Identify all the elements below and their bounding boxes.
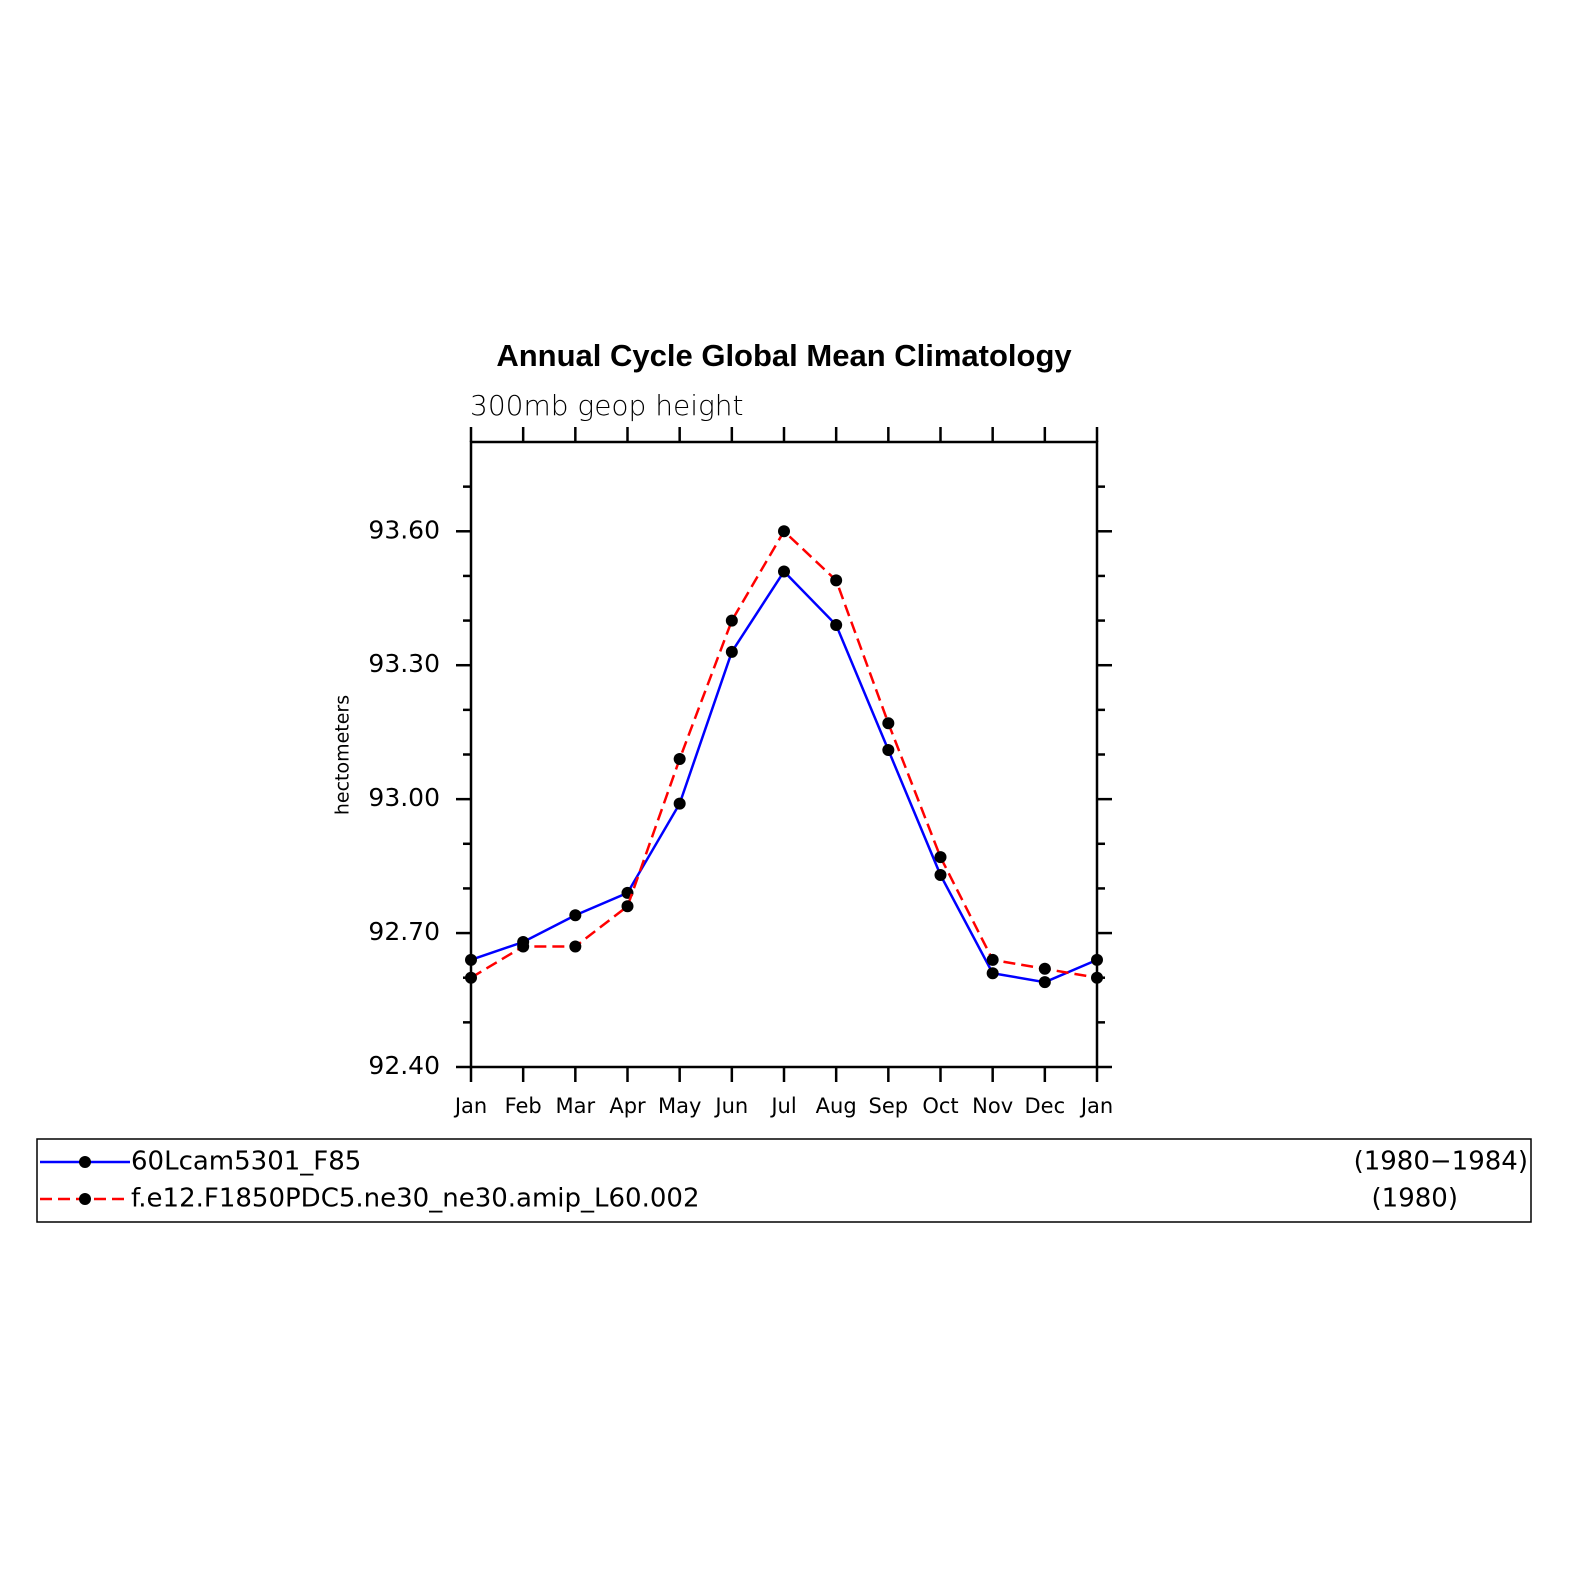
point (465, 953, 477, 966)
y-tick-label: 93.00 (368, 783, 440, 812)
y-tick-label: 92.70 (368, 917, 440, 946)
x-tick-label: Jun (713, 1094, 748, 1118)
point (1091, 971, 1103, 984)
x-tick-label: Mar (556, 1094, 596, 1118)
chart-subtitle: 300mb geop height (470, 389, 744, 422)
point (569, 909, 582, 922)
point (1038, 976, 1051, 989)
x-tick-label: Jan (453, 1094, 487, 1118)
point (725, 645, 738, 658)
y-tick-label: 93.60 (368, 515, 440, 544)
y-axis-label: hectometers (332, 695, 354, 815)
y-tick-label: 93.30 (368, 649, 440, 678)
legend-period: (1980) (1372, 1184, 1458, 1214)
legend-label: f.e12.F1850PDC5.ne30_ne30.amip_L60.002 (131, 1184, 699, 1214)
point (882, 717, 895, 730)
x-tick-label: Jan (1079, 1094, 1113, 1118)
series-line (470, 529, 1098, 979)
point (934, 851, 947, 864)
x-tick-label: Jul (769, 1094, 796, 1118)
point (621, 900, 634, 913)
legend-label: 60Lcam5301_F85 (131, 1147, 361, 1177)
point (830, 619, 843, 632)
point (882, 744, 895, 757)
point (1091, 953, 1103, 966)
point (778, 565, 790, 578)
x-tick-label: Feb (505, 1094, 542, 1118)
y-tick-label: 92.40 (368, 1051, 440, 1080)
legend-marker (79, 1156, 91, 1168)
point (673, 797, 686, 810)
x-tick-label: Sep (869, 1094, 909, 1118)
x-tick-label: Aug (816, 1094, 857, 1118)
x-tick-label: Oct (922, 1094, 958, 1118)
x-tick-label: May (658, 1094, 701, 1118)
x-tick-label: Apr (609, 1094, 646, 1118)
series-line (470, 569, 1098, 984)
point (673, 752, 686, 765)
point (986, 967, 999, 980)
point (465, 971, 477, 984)
x-tick-label: Dec (1025, 1094, 1066, 1118)
point (830, 574, 843, 587)
point (1038, 962, 1051, 975)
point (517, 940, 530, 953)
point (778, 525, 790, 538)
point (725, 614, 738, 627)
legend-box (36, 1138, 1532, 1223)
x-tick-label: Nov (972, 1094, 1013, 1118)
point (934, 869, 947, 882)
chart-title: Annual Cycle Global Mean Climatology (496, 338, 1072, 373)
point (986, 953, 999, 966)
legend-marker (79, 1193, 91, 1205)
legend-period: (1980−1984) (1354, 1147, 1528, 1177)
point (569, 940, 582, 953)
